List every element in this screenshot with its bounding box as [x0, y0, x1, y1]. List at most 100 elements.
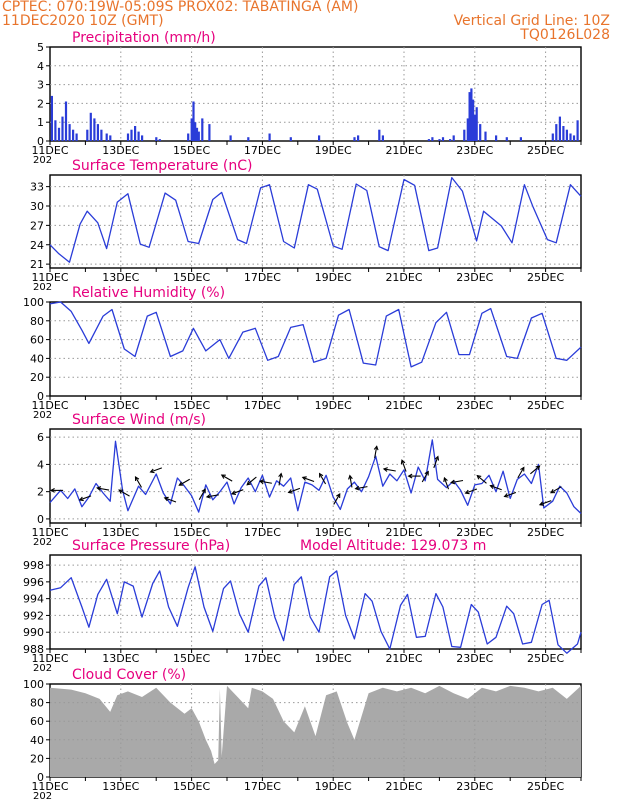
x-tick-label: 11DEC	[31, 652, 68, 665]
precip-bar	[190, 118, 193, 141]
precip-bar	[61, 116, 64, 141]
precip-bar	[105, 133, 108, 141]
panel-annotation: Model Altitude: 129.073 m	[300, 538, 486, 554]
x-tick-label: 11DEC	[31, 399, 68, 412]
precip-bar	[192, 101, 195, 141]
x-tick-label: 25DEC	[527, 399, 564, 412]
y-tick-label: 5	[37, 41, 44, 54]
y-tick-label: 40	[30, 352, 44, 365]
wind-arrow	[538, 500, 552, 506]
panel-frame	[49, 428, 582, 524]
precip-bar	[479, 124, 482, 141]
panel-6: 0 20 40 60 80 100 11DEC 13DEC 15DEC 17DEC 19DEC 21D…	[23, 667, 582, 800]
y-tick-label: 1	[37, 116, 44, 129]
panel-title: Precipitation (mm/h)	[72, 30, 216, 46]
panel-frame	[49, 174, 582, 269]
y-tick-label: 60	[30, 334, 44, 347]
precip-bar	[470, 88, 473, 141]
y-tick-label: 80	[30, 315, 44, 328]
y-tick-label: 21	[30, 258, 44, 271]
precip-bar	[452, 135, 455, 141]
series-line	[49, 301, 582, 368]
y-tick-label: 2	[37, 486, 44, 499]
precip-bar	[64, 101, 68, 141]
precip-bar	[50, 95, 53, 141]
panel-frame	[49, 554, 582, 650]
y-tick-label: 2	[37, 97, 44, 110]
x-tick-label: 19DEC	[315, 144, 352, 157]
wind-arrow	[178, 478, 190, 486]
panel-3: 0 20 40 60 80 100 11DEC 13DEC 15DEC 17DEC 19DEC 21D…	[23, 285, 582, 421]
x-tick-label: 17DEC	[244, 780, 281, 793]
wind-arrow	[503, 491, 517, 498]
panel-5: 988 990 992 994 996 998 11DEC 13DEC 15DEC 17DEC 19…	[23, 538, 582, 674]
y-tick-label: 988	[23, 643, 44, 656]
precip-bar	[247, 137, 250, 141]
x-tick-label: 17DEC	[244, 399, 281, 412]
precip-bar	[141, 135, 144, 141]
y-tick-label: 4	[37, 60, 44, 73]
x-tick-label: 15DEC	[173, 399, 210, 412]
y-tick-label: 0	[37, 135, 44, 148]
wind-arrow	[407, 473, 421, 479]
wind-arrow	[421, 470, 429, 483]
precip-bar	[381, 135, 384, 141]
x-tick-label: 13DEC	[102, 780, 139, 793]
panel-title: Surface Wind (m/s)	[72, 412, 206, 428]
x-start-year: 202	[33, 663, 52, 674]
y-tick-label: 0	[37, 771, 44, 784]
precip-bar	[318, 135, 321, 141]
x-tick-label: 17DEC	[244, 271, 281, 284]
precip-bar	[201, 118, 204, 141]
precip-bar	[109, 135, 112, 141]
precip-bar	[519, 137, 522, 141]
x-tick-label: 23DEC	[456, 652, 493, 665]
y-tick-label: 996	[23, 576, 44, 589]
y-tick-label: 4	[37, 458, 44, 471]
wind-arrow	[348, 474, 353, 488]
x-tick-label: 25DEC	[527, 780, 564, 793]
series-line	[49, 176, 582, 263]
wind-arrow	[476, 474, 487, 484]
header-grid-note: Vertical Grid Line: 10Z	[453, 13, 610, 29]
wind-arrow	[354, 485, 368, 491]
y-tick-label: 20	[30, 371, 44, 384]
precip-bar	[194, 122, 197, 141]
precip-bar	[555, 124, 558, 141]
x-tick-label: 21DEC	[385, 526, 422, 539]
y-tick-label: 0	[37, 390, 44, 403]
precip-bar	[134, 126, 137, 141]
y-tick-label: 40	[30, 734, 44, 747]
wind-arrow	[301, 476, 315, 483]
precip-bar	[137, 131, 140, 141]
x-tick-label: 23DEC	[456, 271, 493, 284]
x-start-year: 202	[33, 537, 52, 548]
precip-bar	[268, 133, 271, 141]
precip-bar	[378, 129, 381, 141]
y-tick-label: 30	[30, 200, 44, 213]
x-tick-label: 15DEC	[173, 526, 210, 539]
precip-bar	[473, 114, 476, 141]
panel-frame	[49, 46, 582, 142]
wind-arrow	[246, 476, 257, 486]
x-tick-label: 17DEC	[244, 652, 281, 665]
x-tick-label: 11DEC	[31, 271, 68, 284]
precip-bar	[68, 124, 71, 141]
x-tick-label: 25DEC	[527, 652, 564, 665]
x-tick-label: 15DEC	[173, 144, 210, 157]
panel-frame	[49, 301, 582, 397]
precip-bar	[195, 127, 199, 141]
x-tick-label: 15DEC	[173, 652, 210, 665]
precip-bar	[576, 120, 579, 141]
precip-bar	[475, 107, 478, 141]
y-tick-label: 27	[30, 219, 44, 232]
x-tick-label: 11DEC	[31, 526, 68, 539]
x-tick-label: 11DEC	[31, 144, 68, 157]
precip-bar	[197, 131, 200, 141]
panel-title: Surface Pressure (hPa)	[72, 538, 230, 554]
precip-bar	[562, 126, 565, 141]
wind-arrow	[319, 472, 327, 485]
wind-arrow	[230, 489, 244, 495]
precip-bar	[441, 137, 445, 141]
precip-bar	[569, 133, 572, 141]
